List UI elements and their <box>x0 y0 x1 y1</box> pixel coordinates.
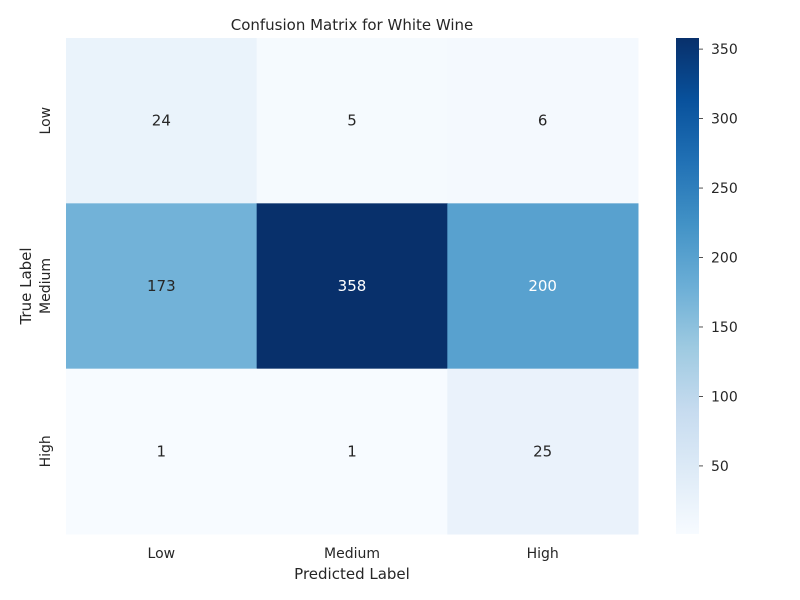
colorbar-tick-label: 250 <box>711 181 738 197</box>
y-tick-label: High <box>38 435 54 467</box>
y-axis-label: True Label <box>17 247 35 325</box>
chart-title: Confusion Matrix for White Wine <box>231 16 474 34</box>
x-tick-label: Medium <box>324 546 380 562</box>
x-tick-label: High <box>527 546 559 562</box>
heatmap-cell <box>447 38 639 204</box>
y-axis-ticks: Low Medium High <box>38 107 54 468</box>
heatmap-cell-value: 358 <box>338 277 367 295</box>
heatmap-cell <box>256 368 448 535</box>
heatmap-cells <box>66 38 639 535</box>
heatmap-cell <box>66 203 258 370</box>
heatmap-cell-value: 25 <box>533 442 552 460</box>
heatmap-cell-value: 1 <box>347 442 357 460</box>
colorbar-tick-label: 100 <box>711 389 738 405</box>
colorbar-tick-label: 300 <box>711 112 738 128</box>
heatmap-cell-value: 173 <box>147 277 176 295</box>
colorbar-tick-label: 50 <box>711 459 729 475</box>
heatmap-cell-value: 1 <box>157 442 167 460</box>
colorbar-tick-label: 150 <box>711 320 738 336</box>
colorbar-tick-label: 200 <box>711 251 738 267</box>
colorbar-tick-label: 350 <box>711 42 738 58</box>
colorbar <box>676 38 699 534</box>
x-axis-label: Predicted Label <box>294 565 410 583</box>
y-tick-label: Low <box>38 107 54 135</box>
colorbar-ticks: 50 100 150 200 250 300 350 <box>699 42 738 475</box>
heatmap-cell <box>256 38 448 204</box>
heatmap-cell <box>66 38 258 204</box>
x-axis-ticks: Low Medium High <box>148 546 559 562</box>
heatmap-cell-value: 200 <box>528 277 557 295</box>
heatmap-cell-labels: 24 5 6 173 358 200 1 1 25 <box>147 112 557 461</box>
heatmap-cell-value: 5 <box>347 112 357 130</box>
heatmap-cell <box>256 203 448 370</box>
heatmap-cell <box>447 203 639 370</box>
x-tick-label: Low <box>148 546 176 562</box>
heatmap-cell <box>66 368 258 535</box>
heatmap-cell-value: 24 <box>152 112 171 130</box>
heatmap-cell <box>447 368 639 535</box>
heatmap-cell-value: 6 <box>538 112 548 130</box>
y-tick-label: Medium <box>38 258 54 314</box>
